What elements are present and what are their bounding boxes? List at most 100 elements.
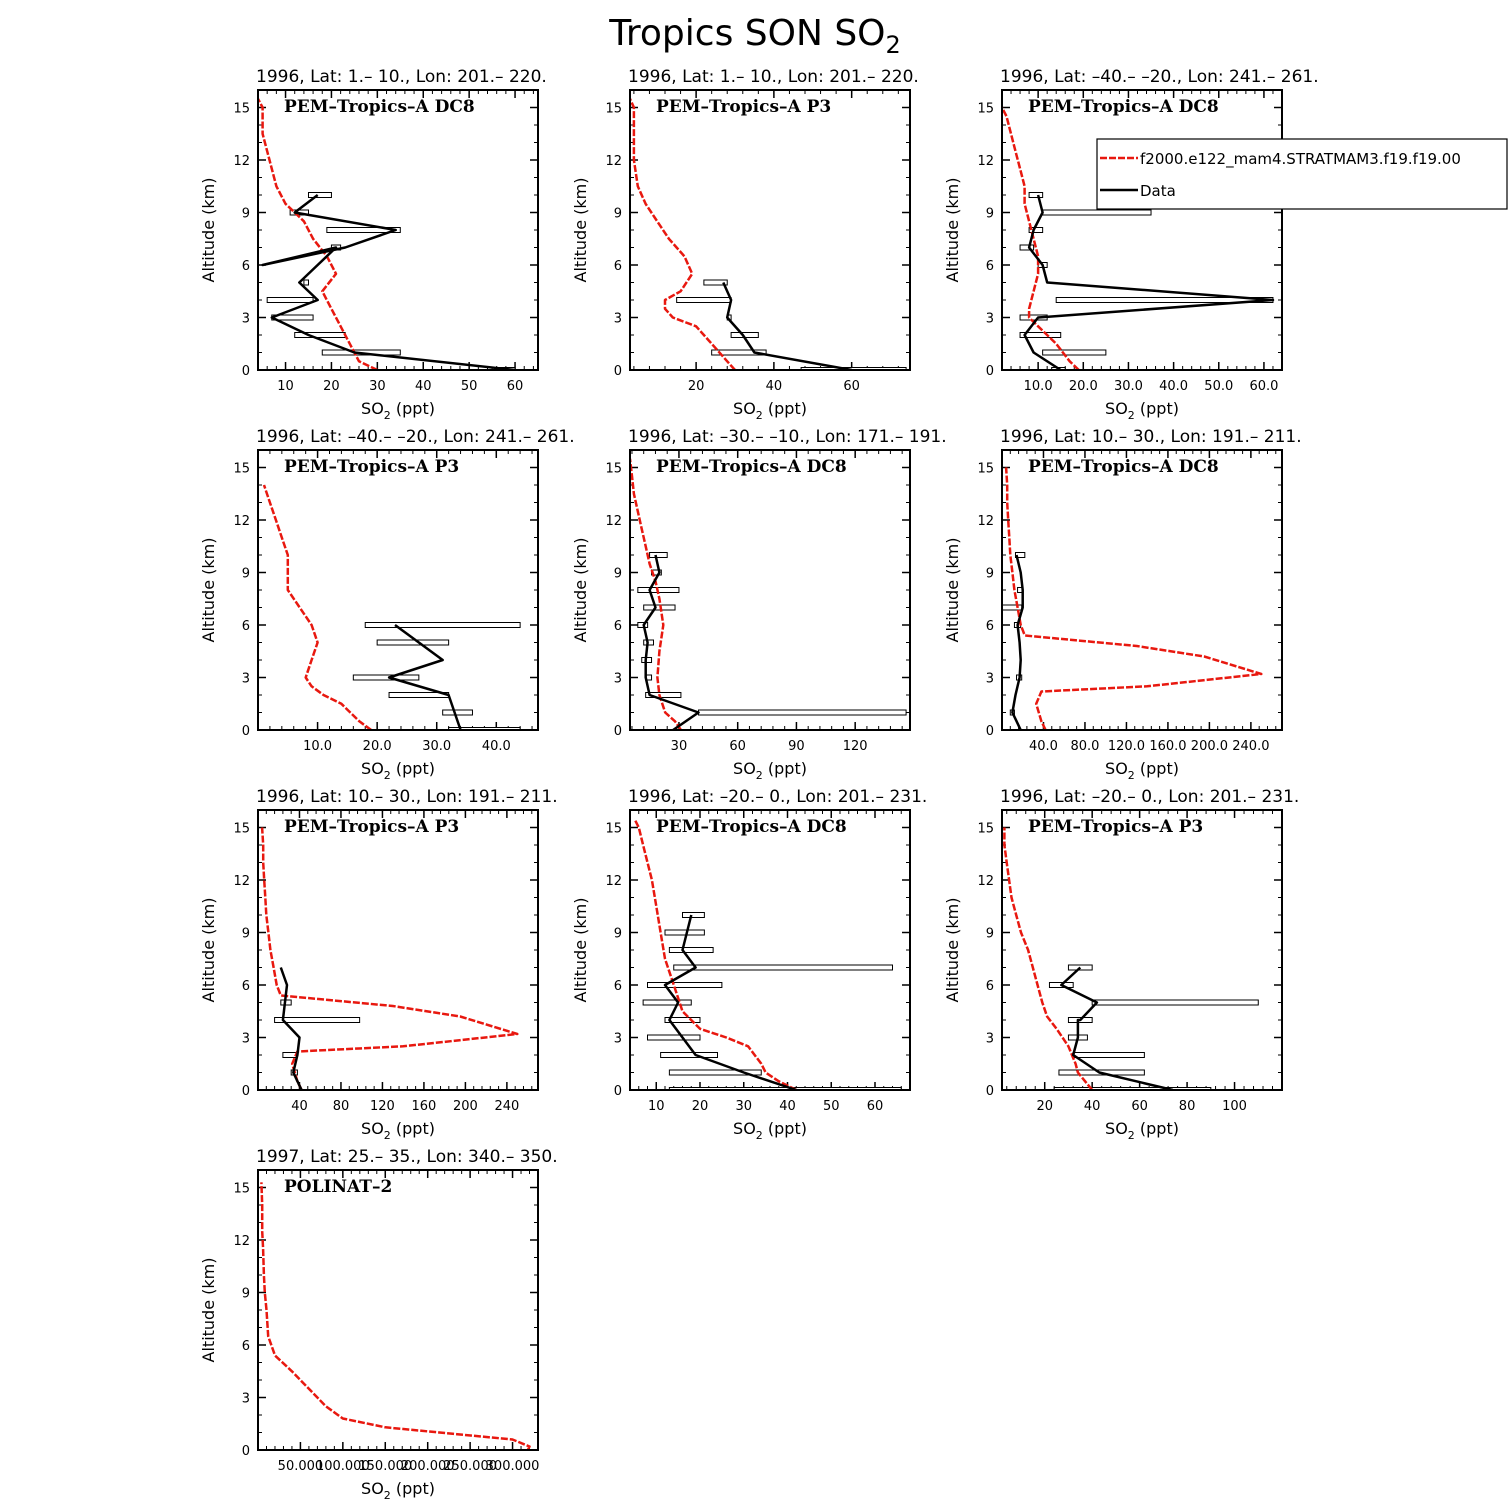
x-tick-label: 80 — [333, 1099, 350, 1114]
x-tick-label: 100.000 — [316, 1459, 370, 1474]
obs-range-box — [1019, 332, 1062, 338]
data-profile-line — [261, 194, 516, 370]
obs-range-box — [642, 999, 692, 1006]
x-tick-label: 40.0 — [482, 739, 511, 754]
y-tick-label: 9 — [242, 927, 250, 942]
panel-frame — [629, 809, 911, 1091]
x-axis-label-unit: (ppt) — [391, 399, 435, 418]
panel-frame — [257, 809, 539, 1091]
obs-range-box — [448, 727, 521, 730]
x-tick-label: 300.000 — [486, 1459, 540, 1474]
model-profile-line — [630, 458, 682, 730]
panel-campaign-label: POLINAT–2 — [284, 1177, 392, 1197]
x-axis-label: SO2 (ppt) — [733, 759, 807, 782]
model-profile-line — [1002, 106, 1080, 370]
y-axis-label: Altitude (km) — [943, 538, 962, 643]
data-profile-line — [387, 623, 462, 730]
y-axis-label: Altitude (km) — [943, 898, 962, 1003]
obs-range-box — [307, 192, 332, 198]
y-axis-label: Altitude (km) — [199, 1258, 218, 1363]
obs-range-box — [668, 1069, 762, 1076]
x-tick-label: 60 — [843, 379, 860, 394]
y-tick-label: 0 — [242, 1084, 250, 1099]
x-tick-label: 90 — [788, 739, 805, 754]
y-tick-label: 0 — [242, 724, 250, 739]
obs-range-box — [664, 1017, 701, 1023]
y-tick-label: 15 — [233, 822, 250, 837]
y-tick-label: 0 — [986, 1084, 994, 1099]
y-tick-label: 9 — [986, 567, 994, 582]
obs-range-box — [1019, 244, 1035, 251]
y-axis-label: Altitude (km) — [571, 178, 590, 283]
y-tick-label: 3 — [242, 672, 250, 687]
x-tick-label: 20 — [323, 379, 340, 394]
y-axis-label: Altitude (km) — [199, 178, 218, 283]
y-tick-label: 3 — [242, 1392, 250, 1407]
obs-range-box — [1014, 552, 1026, 558]
y-tick-label: 15 — [605, 462, 622, 477]
x-axis-label-main: SO — [733, 399, 756, 418]
panel-campaign-label: PEM–Tropics–A DC8 — [1028, 457, 1219, 477]
y-tick-label: 15 — [977, 822, 994, 837]
legend-model-label: f2000.e122_mam4.STRATMAM3.f19.f19.00 — [1140, 150, 1461, 169]
data-profile-line — [1011, 554, 1024, 730]
obs-range-box — [1067, 964, 1093, 971]
x-tick-label: 30 — [369, 379, 386, 394]
obs-range-box — [647, 1034, 701, 1041]
x-tick-label: 150.000 — [358, 1459, 412, 1474]
y-tick-label: 12 — [977, 874, 994, 889]
x-axis-label-main: SO — [361, 1119, 384, 1138]
x-axis-label: SO2 (ppt) — [733, 399, 807, 422]
data-profile-line — [722, 281, 852, 370]
x-axis-label-subscript: 2 — [756, 409, 763, 422]
x-axis-label-main: SO — [361, 759, 384, 778]
y-axis-label: Altitude (km) — [943, 178, 962, 283]
y-tick-label: 12 — [233, 514, 250, 529]
x-tick-label: 120 — [370, 1099, 395, 1114]
panel-grid: 1996, Lat: 1.– 10., Lon: 201.– 220. PEM–T… — [199, 67, 1508, 1502]
panel-campaign-label: PEM–Tropics–A P3 — [284, 457, 459, 477]
panel-frame — [1001, 449, 1283, 731]
y-tick-label: 6 — [986, 259, 994, 274]
panel-data-layer — [1002, 106, 1275, 370]
obs-range-box — [266, 297, 314, 303]
obs-range-box — [703, 279, 728, 286]
x-tick-label: 250.000 — [443, 1459, 497, 1474]
panel-data-layer — [633, 818, 902, 1090]
y-tick-label: 12 — [605, 514, 622, 529]
x-tick-label: 10 — [648, 1099, 665, 1114]
x-tick-label: 30.0 — [422, 739, 451, 754]
panel-2: 1996, Lat: 1.– 10., Lon: 201.– 220. PEM–T… — [571, 67, 919, 422]
x-tick-label: 10.0 — [1024, 379, 1053, 394]
x-tick-label: 240.0 — [1232, 739, 1269, 754]
panel-data-layer — [260, 827, 519, 1090]
x-tick-label: 50.000 — [278, 1459, 324, 1474]
x-tick-label: 240 — [494, 1099, 519, 1114]
panel-region-label: 1996, Lat: –40.– –20., Lon: 241.– 261. — [256, 427, 575, 447]
x-axis-label-main: SO — [733, 759, 756, 778]
model-profile-line — [633, 818, 797, 1090]
x-axis-label: SO2 (ppt) — [361, 759, 435, 782]
obs-range-box — [645, 692, 682, 698]
data-profile-line — [642, 554, 700, 730]
y-tick-label: 15 — [233, 1182, 250, 1197]
panel-campaign-label: PEM–Tropics–A P3 — [1028, 817, 1203, 837]
y-tick-label: 0 — [986, 724, 994, 739]
x-tick-label: 40 — [766, 379, 783, 394]
y-tick-label: 3 — [986, 672, 994, 687]
panel-data-layer — [630, 98, 907, 370]
y-tick-label: 9 — [986, 207, 994, 222]
x-axis-label-subscript: 2 — [1128, 409, 1135, 422]
figure-title: Tropics SON SO2 — [608, 13, 901, 59]
y-tick-label: 6 — [614, 979, 622, 994]
obs-range-box — [1091, 999, 1259, 1006]
y-tick-label: 6 — [614, 619, 622, 634]
x-tick-label: 160 — [412, 1099, 437, 1114]
y-tick-label: 12 — [977, 514, 994, 529]
y-tick-label: 12 — [605, 154, 622, 169]
panel-region-label: 1996, Lat: –30.– –10., Lon: 171.– 191. — [628, 427, 947, 447]
panel-region-label: 1996, Lat: 1.– 10., Lon: 201.– 220. — [256, 67, 547, 87]
figure-title-text: Tropics SON SO — [608, 13, 885, 54]
y-axis-label: Altitude (km) — [199, 538, 218, 643]
